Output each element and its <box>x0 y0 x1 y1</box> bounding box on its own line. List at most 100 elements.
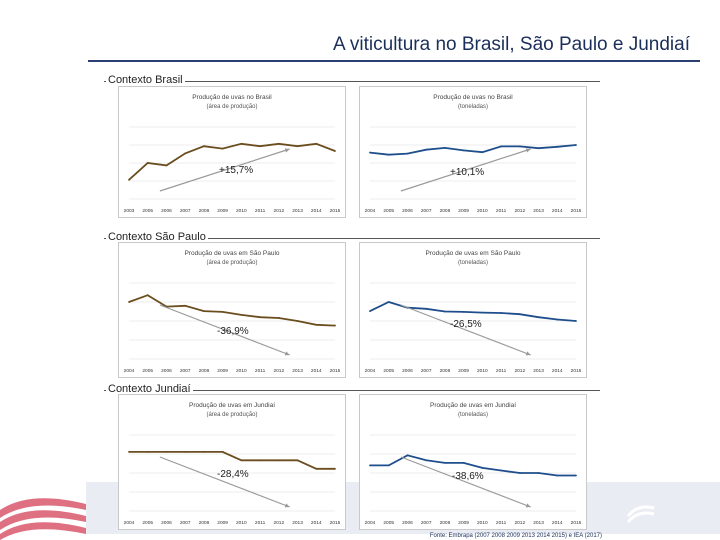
x-tick-label: 2010 <box>477 208 488 214</box>
x-tick-label: 2005 <box>383 368 394 374</box>
chart-svg: Produção de uvas em São Paulo (área de pr… <box>124 250 341 374</box>
title-rule <box>88 60 700 62</box>
data-point <box>296 459 299 462</box>
data-point <box>518 472 521 474</box>
x-tick-label: 2011 <box>496 368 507 374</box>
data-point <box>277 142 280 145</box>
data-point <box>165 450 168 453</box>
x-tick-label: 2006 <box>161 208 172 214</box>
data-point <box>406 454 409 457</box>
section-label-jundiai: Contexto Jundiaí <box>106 383 193 395</box>
x-tick-label: 2010 <box>236 368 247 374</box>
data-point <box>259 316 261 319</box>
data-point <box>406 152 409 155</box>
chart-svg: Produção de uvas no Brasil (área de produ… <box>124 94 341 214</box>
x-tick-label: 2015 <box>330 520 341 526</box>
series-line <box>129 451 335 470</box>
data-point <box>556 145 559 148</box>
x-tick-label: 2015 <box>571 520 582 526</box>
data-point <box>537 472 540 474</box>
x-tick-label: 2013 <box>533 520 544 526</box>
chart-title: Produção de uvas em Jundiaí <box>189 402 275 409</box>
x-tick-label: 2006 <box>161 520 172 526</box>
x-tick-label: 2005 <box>142 520 153 526</box>
section-rule-brasil <box>104 81 600 82</box>
data-point <box>277 459 280 462</box>
x-tick-label: 2014 <box>311 368 322 374</box>
x-tick-label: 2013 <box>292 368 303 374</box>
x-tick-label: 2011 <box>255 520 266 526</box>
flag-stripes-icon <box>0 498 86 540</box>
trend-arrow <box>400 456 531 508</box>
x-tick-label: 2004 <box>124 368 135 374</box>
section-rule-sao-paulo <box>104 238 600 239</box>
x-tick-label: 2010 <box>236 520 247 526</box>
data-point <box>575 474 577 477</box>
data-point <box>575 320 577 322</box>
x-tick-label: 2005 <box>142 368 153 374</box>
x-tick-label: 2009 <box>217 520 228 526</box>
trend-arrow-head <box>525 503 531 508</box>
section-label-sao-paulo: Contexto São Paulo <box>106 231 208 243</box>
chart-svg: Produção de uvas no Brasil (toneladas) 200… <box>365 94 582 214</box>
data-point <box>165 164 168 167</box>
data-point <box>369 464 371 467</box>
series-line <box>370 454 576 477</box>
data-point <box>537 147 540 150</box>
chart-title: Produção de uvas no Brasil <box>192 94 272 101</box>
x-tick-label: 2013 <box>533 368 544 374</box>
data-point <box>221 450 224 453</box>
chart-title: Produção de uvas em Jundiaí <box>430 402 516 409</box>
x-tick-label: 2012 <box>514 368 525 374</box>
series-line <box>369 144 577 156</box>
x-tick-label: 2005 <box>383 520 394 526</box>
x-tick-label: 2012 <box>273 368 284 374</box>
x-tick-label: 2004 <box>365 368 376 374</box>
data-point <box>203 450 205 453</box>
annotation-pct: -38,6% <box>452 471 484 482</box>
x-tick-label: 2012 <box>273 520 284 526</box>
x-tick-label: 2008 <box>199 368 210 374</box>
data-point <box>334 324 336 327</box>
data-point <box>128 450 130 453</box>
trend-arrow-head <box>284 148 290 153</box>
x-tick-label: 2006 <box>402 208 413 214</box>
trend-arrow <box>400 148 531 192</box>
data-point <box>184 304 187 307</box>
data-point <box>462 310 465 313</box>
data-point <box>425 459 428 462</box>
chart-panel-jundiai-toneladas: Produção de uvas em Jundiaí (toneladas) 20… <box>359 394 587 530</box>
flag-stripes-decoration <box>0 470 86 540</box>
data-point <box>203 145 205 148</box>
x-tick-label: 2010 <box>236 208 247 214</box>
data-point <box>481 311 484 314</box>
data-point <box>444 310 446 313</box>
chart-subtitle: (área de produção) <box>206 412 257 418</box>
chart-title: Produção de uvas em São Paulo <box>184 250 279 257</box>
data-point <box>387 464 390 467</box>
data-point <box>444 146 446 149</box>
data-point <box>387 153 390 156</box>
annotation-pct: +10,1% <box>450 167 485 178</box>
data-point <box>240 142 243 145</box>
data-point <box>184 152 187 155</box>
x-tick-label: 2009 <box>458 368 469 374</box>
x-tick-label: 2007 <box>180 520 191 526</box>
annotation-pct: -28,4% <box>217 469 249 480</box>
logo-mark-icon <box>626 505 655 524</box>
data-point <box>315 467 318 470</box>
trend-arrow-head <box>284 351 290 356</box>
x-tick-label: 2007 <box>421 368 432 374</box>
chart-panel-brasil-toneladas: Produção de uvas no Brasil (toneladas) 200… <box>359 86 587 218</box>
series-line <box>128 294 336 327</box>
x-tick-label: 2008 <box>440 368 451 374</box>
x-tick-label: 2015 <box>330 368 341 374</box>
annotation-pct: -36,9% <box>217 326 249 337</box>
data-point <box>259 459 261 462</box>
data-point <box>500 469 502 472</box>
x-tick-label: 2006 <box>402 368 413 374</box>
chart-subtitle: (toneladas) <box>458 260 488 266</box>
data-point <box>575 144 577 146</box>
data-point <box>315 323 318 326</box>
x-tick-label: 2015 <box>571 208 582 214</box>
